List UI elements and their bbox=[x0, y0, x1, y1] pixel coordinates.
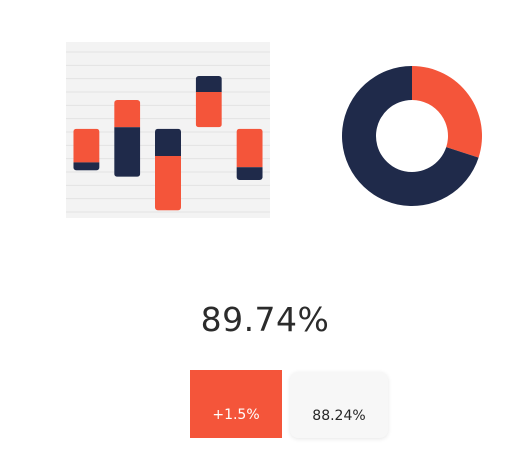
bar-3 bbox=[155, 128, 181, 211]
bar-3-segment-1 bbox=[155, 128, 181, 156]
bar-2-segment-2 bbox=[114, 127, 141, 177]
bar-3-segment-2 bbox=[155, 156, 181, 211]
bar-1-segment-2 bbox=[73, 162, 100, 171]
change-badge: +1.5% bbox=[190, 370, 282, 438]
donut-chart bbox=[342, 66, 482, 207]
bar-1-segment-1 bbox=[73, 128, 100, 163]
bar-5 bbox=[236, 128, 263, 180]
donut-slice-2 bbox=[342, 66, 479, 207]
donut-slice-1 bbox=[412, 66, 482, 158]
bar-5-segment-2 bbox=[236, 167, 263, 180]
bar-1 bbox=[73, 128, 100, 171]
headline-percentage: 89.74% bbox=[200, 300, 330, 339]
floating-bar-chart bbox=[66, 42, 270, 218]
secondary-value-badge: 88.24% bbox=[290, 372, 388, 438]
bar-5-segment-1 bbox=[236, 128, 263, 168]
bar-2 bbox=[114, 100, 141, 177]
bar-2-segment-1 bbox=[114, 100, 141, 128]
bar-4-segment-2 bbox=[195, 92, 222, 128]
bar-4 bbox=[195, 76, 222, 128]
bar-4-segment-1 bbox=[195, 76, 222, 92]
